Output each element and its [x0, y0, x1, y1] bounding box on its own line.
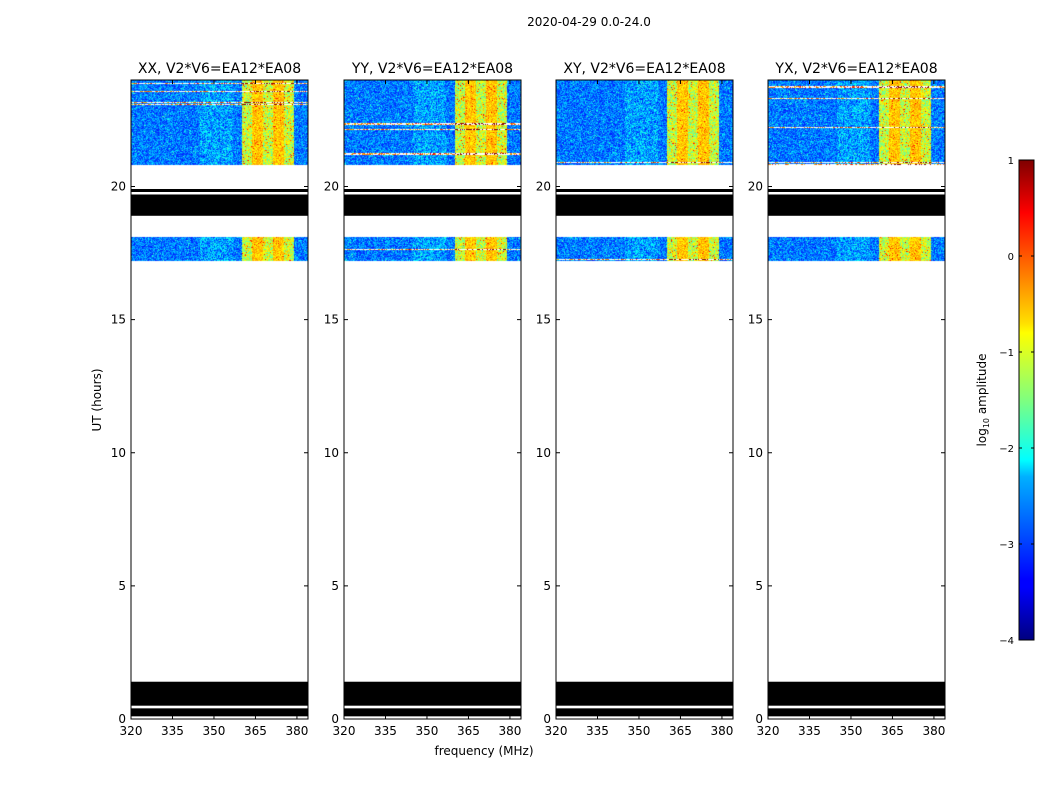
- colorbar-label: log10 amplitude: [975, 354, 991, 447]
- x-tick-label: 320: [120, 724, 143, 738]
- panel-title: YX, V2*V6=EA12*EA08: [774, 61, 937, 77]
- panel-3: YX, V2*V6=EA12*EA08 320 335 350 365 380 0 5 10 15…: [748, 61, 946, 738]
- flagged-band: [556, 194, 733, 216]
- x-tick-label: 365: [881, 724, 904, 738]
- panel-0: XX, V2*V6=EA12*EA08 320 335 350 365 380 0 5 10 15…: [111, 61, 309, 738]
- x-tick-label: 350: [203, 724, 226, 738]
- y-tick-label: 0: [331, 712, 339, 726]
- x-tick-label: 335: [374, 724, 397, 738]
- panel-title: XX, V2*V6=EA12*EA08: [138, 61, 301, 77]
- panel-title: XY, V2*V6=EA12*EA08: [563, 61, 725, 77]
- figure-suptitle: 2020-04-29 0.0-24.0: [527, 15, 651, 29]
- colorbar-ticks: 1 0 −1 −2 −3 −4: [999, 156, 1034, 647]
- flagged-band: [768, 681, 945, 706]
- y-tick-label: 20: [111, 180, 126, 194]
- panel-frame: [555, 79, 734, 720]
- colorbar-tick-label: −4: [999, 636, 1014, 647]
- x-tick-label: 365: [669, 724, 692, 738]
- panel-frame: [767, 79, 946, 720]
- flagged-line: [344, 188, 521, 192]
- x-axis-label: frequency (MHz): [434, 744, 533, 758]
- y-tick-label: 15: [748, 313, 763, 327]
- flagged-band: [131, 708, 308, 717]
- y-tick-label: 0: [118, 712, 126, 726]
- flagged-line: [131, 188, 308, 192]
- y-tick-label: 20: [748, 180, 763, 194]
- x-tick-label: 350: [628, 724, 651, 738]
- flagged-band: [131, 194, 308, 216]
- panel-frame: [343, 79, 522, 720]
- panel-heatmap: [344, 80, 521, 719]
- x-tick-label: 380: [922, 724, 945, 738]
- y-axis-label: UT (hours): [90, 368, 104, 431]
- colorbar-tick-label: −1: [999, 348, 1014, 359]
- flagged-band: [556, 681, 733, 706]
- x-tick-label: 365: [244, 724, 267, 738]
- x-tick-label: 350: [416, 724, 439, 738]
- colorbar-gradient: [1018, 159, 1035, 641]
- flagged-band: [131, 681, 308, 706]
- y-tick-label: 0: [755, 712, 763, 726]
- colorbar-tick-label: 1: [1008, 156, 1014, 167]
- x-tick-label: 335: [798, 724, 821, 738]
- panel-heatmap: [556, 80, 733, 719]
- y-tick-label: 20: [536, 180, 551, 194]
- colorbar: 1 0 −1 −2 −3 −4 log10 amplitude: [975, 156, 1035, 647]
- panel-2: XY, V2*V6=EA12*EA08 320 335 350 365 380 0 5 10 15…: [536, 61, 734, 738]
- flagged-band: [768, 194, 945, 216]
- x-tick-label: 365: [457, 724, 480, 738]
- y-tick-label: 5: [331, 579, 339, 593]
- panels-group: XX, V2*V6=EA12*EA08 320 335 350 365 380 0 5 10 15…: [111, 61, 946, 738]
- y-tick-label: 5: [118, 579, 126, 593]
- flagged-band: [344, 194, 521, 216]
- y-tick-label: 15: [536, 313, 551, 327]
- y-tick-label: 10: [111, 446, 126, 460]
- flagged-band: [768, 708, 945, 717]
- colorbar-tick-label: 0: [1008, 252, 1014, 263]
- flagged-band: [344, 681, 521, 706]
- y-tick-label: 10: [324, 446, 339, 460]
- x-tick-label: 350: [840, 724, 863, 738]
- x-tick-label: 335: [586, 724, 609, 738]
- y-tick-label: 20: [324, 180, 339, 194]
- y-tick-label: 15: [111, 313, 126, 327]
- y-tick-label: 10: [536, 446, 551, 460]
- x-tick-label: 320: [545, 724, 568, 738]
- x-tick-label: 320: [757, 724, 780, 738]
- y-tick-label: 5: [755, 579, 763, 593]
- x-tick-label: 320: [333, 724, 356, 738]
- panel-title: YY, V2*V6=EA12*EA08: [351, 61, 513, 77]
- y-tick-label: 5: [543, 579, 551, 593]
- flagged-line: [556, 188, 733, 192]
- x-tick-label: 380: [498, 724, 521, 738]
- y-tick-label: 10: [748, 446, 763, 460]
- panel-1: YY, V2*V6=EA12*EA08 320 335 350 365 380 0 5 10 15…: [324, 61, 522, 738]
- x-tick-label: 335: [161, 724, 184, 738]
- y-tick-label: 15: [324, 313, 339, 327]
- x-tick-label: 380: [710, 724, 733, 738]
- panel-heatmap: [131, 80, 308, 719]
- y-tick-label: 0: [543, 712, 551, 726]
- panel-frame: [130, 79, 309, 720]
- panel-heatmap: [768, 80, 945, 719]
- flagged-band: [344, 708, 521, 717]
- colorbar-tick-label: −2: [999, 444, 1014, 455]
- colorbar-tick-label: −3: [999, 540, 1014, 551]
- flagged-line: [768, 188, 945, 192]
- flagged-band: [556, 708, 733, 717]
- x-tick-label: 380: [285, 724, 308, 738]
